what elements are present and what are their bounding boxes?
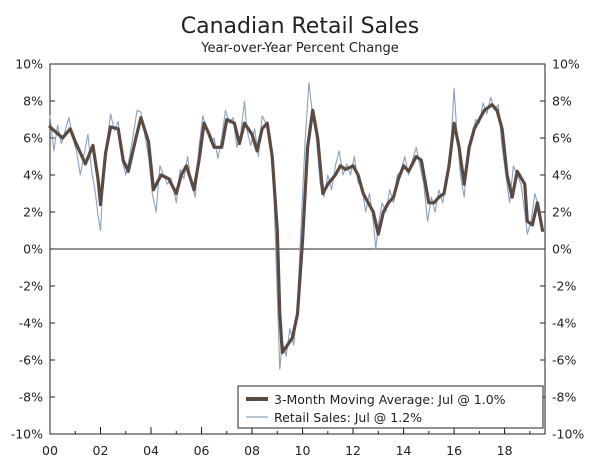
y-tick-label-left: -10% [11, 427, 43, 442]
x-tick-label: 06 [194, 443, 210, 458]
y-tick-label-right: 10% [552, 57, 580, 72]
y-tick-label-right: -6% [552, 353, 576, 368]
y-tick-label-left: -6% [19, 353, 43, 368]
y-tick-label-right: -2% [552, 279, 576, 294]
y-tick-label-left: 8% [23, 94, 43, 109]
y-tick-label-right: -8% [552, 390, 576, 405]
y-tick-label-left: 4% [23, 168, 43, 183]
y-tick-label-right: 8% [552, 94, 572, 109]
y-tick-label-right: 4% [552, 168, 572, 183]
x-tick-label: 02 [93, 443, 109, 458]
y-tick-label-right: 2% [552, 205, 572, 220]
x-tick-label: 12 [345, 443, 361, 458]
y-tick-label-right: 6% [552, 131, 572, 146]
chart-title: Canadian Retail Sales [181, 14, 419, 39]
y-tick-label-left: 10% [15, 57, 43, 72]
y-axis-right: 10% 8% 6% 4% 2% 0% -2% -4% -6% -8% -10% [540, 57, 584, 442]
y-tick-label-right: 0% [552, 242, 572, 257]
x-tick-label: 18 [497, 443, 513, 458]
series-line-moving-average [48, 103, 545, 355]
legend-label-retail-sales: Retail Sales: Jul @ 1.2% [274, 410, 422, 425]
y-tick-label-right: -10% [552, 427, 584, 442]
x-tick-label: 04 [143, 443, 159, 458]
x-axis: 00 02 04 06 08 10 12 14 16 18 [42, 427, 531, 458]
x-tick-label: 16 [446, 443, 462, 458]
y-tick-label-right: -4% [552, 316, 576, 331]
legend-label-moving-average: 3-Month Moving Average: Jul @ 1.0% [274, 392, 506, 407]
legend: 3-Month Moving Average: Jul @ 1.0% Retai… [237, 385, 544, 429]
y-tick-label-left: -8% [19, 390, 43, 405]
y-tick-label-left: -2% [19, 279, 43, 294]
y-tick-label-left: 0% [23, 242, 43, 257]
y-tick-label-left: 2% [23, 205, 43, 220]
x-tick-label: 10 [295, 443, 311, 458]
x-tick-label: 14 [396, 443, 412, 458]
y-axis-left: 10% 8% 6% 4% 2% 0% -2% -4% -6% -8% -10% [11, 57, 55, 442]
y-tick-label-left: -4% [19, 316, 43, 331]
y-tick-label-left: 6% [23, 131, 43, 146]
series-layer [48, 81, 545, 370]
x-tick-label: 08 [244, 443, 260, 458]
x-tick-label: 00 [42, 443, 58, 458]
legend-box [237, 385, 544, 429]
chart-subtitle: Year-over-Year Percent Change [200, 41, 398, 56]
